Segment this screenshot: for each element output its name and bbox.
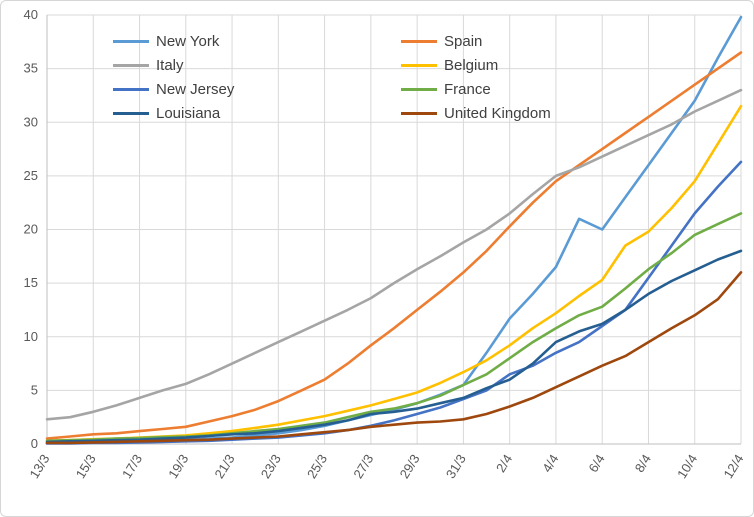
legend-line-swatch xyxy=(113,39,149,43)
legend-item-italy: Italy xyxy=(113,57,401,74)
legend-line-swatch xyxy=(113,87,149,91)
x-axis-tick-label: 31/3 xyxy=(443,452,469,481)
legend-line-swatch xyxy=(401,87,437,91)
legend-item-new-york: New York xyxy=(113,33,401,50)
x-axis-tick-label: 8/4 xyxy=(632,452,654,475)
series-line-louisiana xyxy=(45,249,743,444)
series-line-france xyxy=(45,212,743,443)
x-axis-tick-label: 12/4 xyxy=(720,452,746,481)
y-axis-tick-label: 20 xyxy=(24,222,38,237)
y-axis-tick-label: 0 xyxy=(31,436,38,451)
legend-label: New Jersey xyxy=(156,80,235,98)
legend-item-france: France xyxy=(401,81,551,98)
y-axis-tick-label: 40 xyxy=(24,7,38,22)
legend-label: New York xyxy=(156,32,220,50)
legend-line-swatch xyxy=(401,39,437,43)
x-axis-tick-label: 23/3 xyxy=(258,452,284,481)
series-line-united-kingdom xyxy=(45,271,743,445)
x-axis-tick-label: 15/3 xyxy=(73,452,99,481)
y-axis-tick-label: 25 xyxy=(24,168,38,183)
legend-label: France xyxy=(444,80,491,98)
x-axis-tick-label: 27/3 xyxy=(350,452,376,481)
legend-item-united-kingdom: United Kingdom xyxy=(401,105,551,122)
legend-line-swatch xyxy=(113,111,149,115)
x-axis-tick-label: 4/4 xyxy=(539,452,561,475)
y-axis-tick-label: 35 xyxy=(24,61,38,76)
legend-label: Belgium xyxy=(444,56,499,74)
x-axis-tick-label: 10/4 xyxy=(674,452,700,481)
x-axis-tick-label: 6/4 xyxy=(585,452,607,475)
x-axis-tick-label: 21/3 xyxy=(211,452,237,481)
legend-label: Louisiana xyxy=(156,104,221,122)
y-axis-tick-label: 15 xyxy=(24,275,38,290)
x-axis-tick-label: 2/4 xyxy=(493,452,515,475)
legend-line-swatch xyxy=(401,63,437,67)
series-line-italy xyxy=(45,88,743,421)
x-axis-tick-label: 29/3 xyxy=(397,452,423,481)
legend-item-louisiana: Louisiana xyxy=(113,105,401,122)
legend-item-new-jersey: New Jersey xyxy=(113,81,401,98)
legend-line-swatch xyxy=(401,111,437,115)
y-axis-tick-label: 5 xyxy=(31,382,38,397)
x-axis-tick-label: 19/3 xyxy=(165,452,191,481)
series-line-spain xyxy=(45,51,743,440)
legend-label: Italy xyxy=(156,56,184,74)
x-axis-tick-label: 25/3 xyxy=(304,452,330,481)
x-axis-tick-label: 17/3 xyxy=(119,452,145,481)
legend-label: Spain xyxy=(444,32,483,50)
y-axis-tick-label: 30 xyxy=(24,114,38,129)
y-axis-tick-label: 10 xyxy=(24,329,38,344)
legend-label: United Kingdom xyxy=(444,104,551,122)
chart-legend: New York Italy New Jersey Louisiana Spain Bel… xyxy=(113,29,551,125)
legend-item-spain: Spain xyxy=(401,33,551,50)
x-axis-tick-label: 13/3 xyxy=(26,452,52,481)
legend-item-belgium: Belgium xyxy=(401,57,551,74)
legend-line-swatch xyxy=(113,63,149,67)
